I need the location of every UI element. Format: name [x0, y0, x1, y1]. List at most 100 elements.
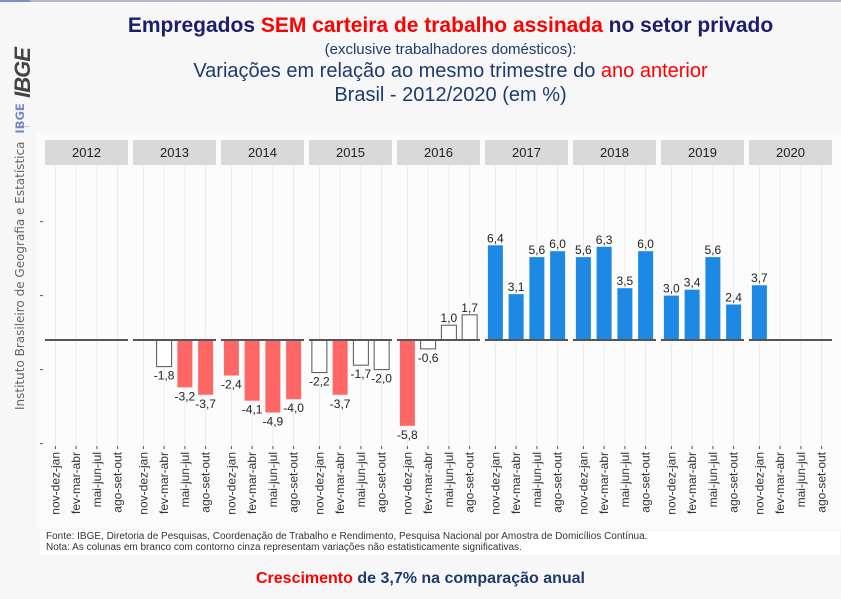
ibge-small-label: IBGE — [13, 103, 27, 134]
data-label: 1,0 — [441, 311, 458, 325]
x-tick-label: nov-dez-jan — [224, 452, 238, 515]
data-label: -2,0 — [371, 372, 392, 386]
institution-name: Instituto Brasileiro de Geografia e Esta… — [13, 141, 27, 410]
summary-highlight: Crescimento — [255, 570, 353, 587]
bar — [399, 340, 415, 426]
facet-label: 2019 — [688, 145, 717, 160]
facet-strip — [309, 140, 392, 165]
x-tick-label: fev-mar-abr — [509, 452, 523, 514]
bar — [663, 295, 679, 340]
x-tick-label: nov-dez-jan — [664, 452, 678, 515]
description-part-2: ano anterior — [600, 60, 708, 82]
x-tick-label: mai-jun-jul — [794, 452, 808, 507]
title-part-2: SEM carteira de trabalho assinada — [260, 14, 603, 37]
x-tick-label: nov-dez-jan — [576, 452, 590, 515]
x-tick-label: mai-jun-jul — [90, 452, 104, 507]
panel-background — [45, 165, 128, 446]
bar — [244, 340, 260, 401]
chart-area: 2012 nov-dez-jan fev-mar-abr mai-jun-jul ago… — [36, 133, 841, 529]
bar — [311, 339, 328, 374]
data-label: 3,7 — [751, 271, 768, 285]
data-label: -4,9 — [263, 415, 284, 429]
bar — [529, 257, 545, 340]
facet-strip — [45, 140, 128, 165]
data-label: 3,4 — [684, 276, 701, 290]
x-tick-label: mai-jun-jul — [530, 452, 544, 507]
x-tick-label: fev-mar-abr — [157, 452, 171, 514]
bar — [508, 294, 524, 340]
bar — [286, 340, 302, 400]
x-tick-label: mai-jun-jul — [618, 452, 632, 507]
bar — [223, 340, 239, 376]
x-tick-label: ago-set-out — [287, 451, 301, 512]
facet-label: 2016 — [424, 145, 453, 160]
logo-separator — [18, 126, 30, 127]
data-label: 6,0 — [549, 237, 566, 251]
x-tick-label: mai-jun-jul — [442, 452, 456, 507]
panel-background — [309, 165, 392, 446]
x-tick-label: mai-jun-jul — [354, 452, 368, 507]
facet-strip — [397, 140, 480, 165]
x-tick-label: nov-dez-jan — [488, 452, 502, 515]
data-label: 3,5 — [617, 274, 634, 288]
significance-note: Nota: As colunas em branco com contorno … — [46, 542, 522, 553]
bar — [726, 304, 742, 340]
facet-label: 2017 — [512, 145, 541, 160]
facet-strip — [573, 140, 656, 165]
x-tick-label: ago-set-out — [815, 451, 829, 512]
x-tick-label: fev-mar-abr — [69, 452, 83, 514]
faceted-bar-chart: 2012 nov-dez-jan fev-mar-abr mai-jun-jul ago… — [40, 140, 832, 515]
chart-description: Variações em relação ao mesmo trimestre … — [60, 60, 841, 83]
x-tick-label: ago-set-out — [111, 451, 125, 512]
bar — [156, 339, 173, 368]
facet-strip — [661, 140, 744, 165]
bar — [550, 251, 566, 340]
x-tick-label: fev-mar-abr — [685, 452, 699, 514]
data-label: -3,7 — [195, 397, 216, 411]
x-tick-label: fev-mar-abr — [245, 452, 259, 514]
ibge-logo-text: IBGE — [9, 48, 35, 98]
bar — [198, 340, 214, 395]
data-label: 3,1 — [508, 280, 525, 294]
x-tick-label: fev-mar-abr — [773, 452, 787, 514]
x-tick-label: fev-mar-abr — [421, 452, 435, 514]
bar — [575, 257, 591, 340]
data-label: 5,6 — [575, 243, 592, 257]
bar — [332, 340, 348, 395]
bar — [487, 245, 503, 340]
panel-background — [133, 165, 216, 446]
x-tick-label: nov-dez-jan — [752, 452, 766, 515]
chart-scope: Brasil - 2012/2020 (em %) — [334, 84, 567, 106]
data-label: -0,6 — [418, 351, 439, 365]
bar — [420, 339, 437, 350]
bar — [751, 285, 767, 340]
bar — [373, 339, 390, 371]
facet-label: 2018 — [600, 145, 629, 160]
data-label: -1,7 — [351, 367, 372, 381]
source-note: Fonte: IBGE, Diretoria de Pesquisas, Coo… — [46, 531, 648, 542]
facet-strip — [485, 140, 568, 165]
title-part-3: no setor privado — [602, 14, 774, 37]
bar — [705, 257, 721, 340]
chart-title: Empregados SEM carteira de trabalho assi… — [60, 14, 841, 38]
facet-label: 2015 — [336, 145, 365, 160]
x-tick-label: mai-jun-jul — [266, 452, 280, 507]
bar — [596, 246, 612, 340]
x-tick-label: ago-set-out — [727, 451, 741, 512]
bar — [177, 340, 193, 388]
bar — [461, 314, 478, 341]
description-part-1: Variações em relação ao mesmo trimestre … — [193, 60, 601, 82]
facet-label: 2014 — [248, 145, 277, 160]
x-tick-label: nov-dez-jan — [48, 452, 62, 515]
x-tick-label: nov-dez-jan — [312, 452, 326, 515]
bar — [265, 340, 281, 413]
summary-line: Crescimento de 3,7% na comparação anual — [0, 570, 841, 588]
facet-strip — [133, 140, 216, 165]
data-label: -4,1 — [242, 403, 263, 417]
data-label: 5,6 — [529, 243, 546, 257]
x-tick-label: ago-set-out — [551, 451, 565, 512]
facet-label: 2020 — [776, 145, 805, 160]
data-label: 1,7 — [461, 301, 478, 315]
bar — [617, 288, 633, 340]
title-part-1: Empregados — [127, 14, 261, 37]
